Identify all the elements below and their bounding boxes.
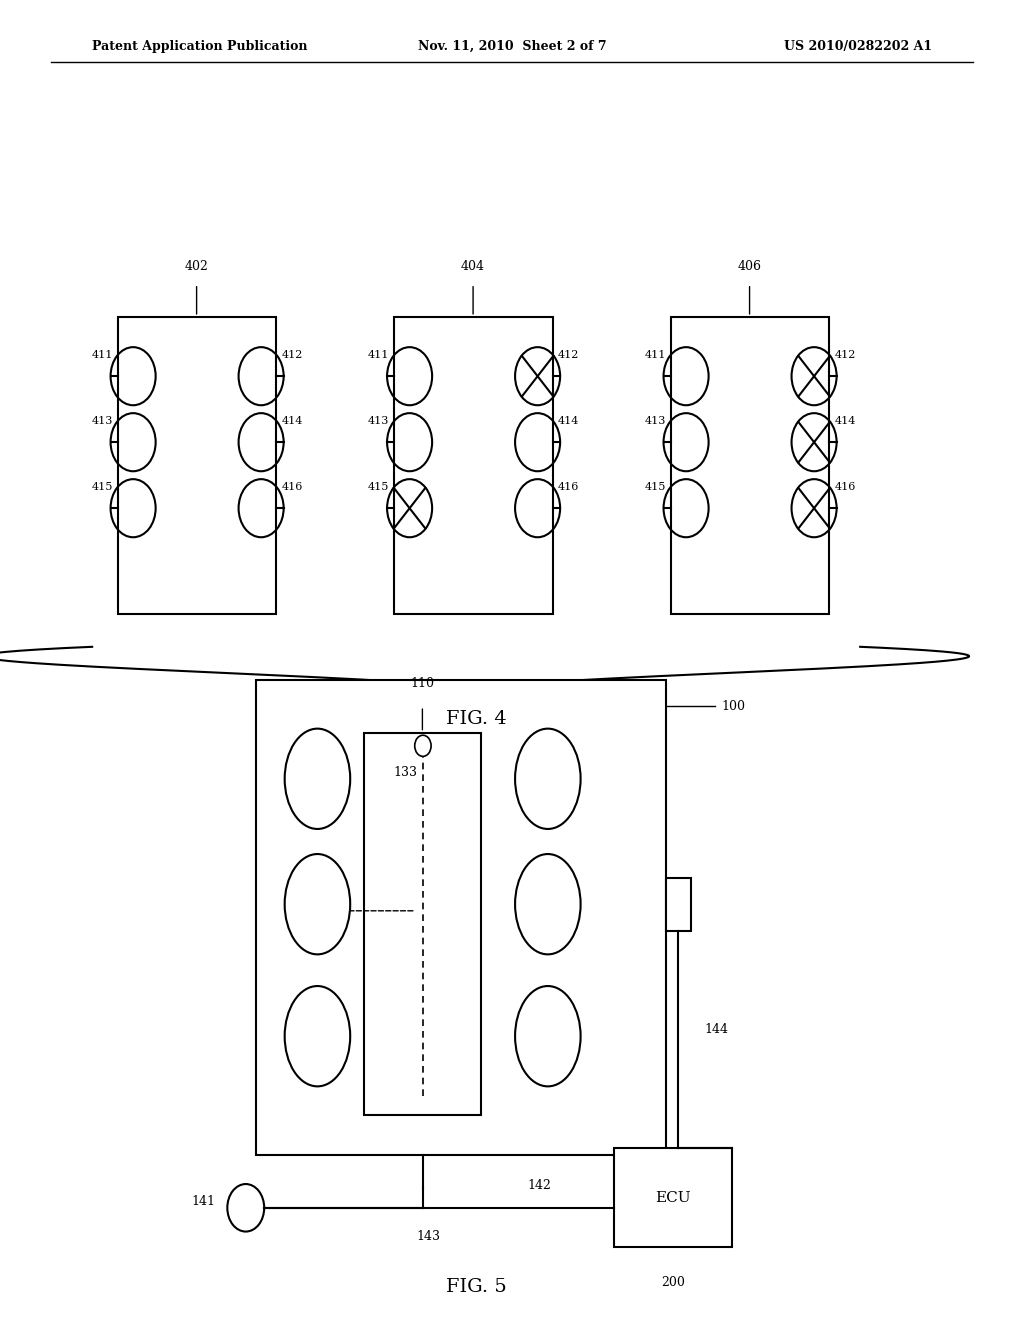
Text: 413: 413 bbox=[368, 416, 389, 426]
Ellipse shape bbox=[515, 986, 581, 1086]
Text: 110: 110 bbox=[411, 677, 434, 690]
Text: 404: 404 bbox=[461, 260, 485, 273]
Text: 415: 415 bbox=[91, 482, 113, 492]
Text: 416: 416 bbox=[835, 482, 856, 492]
FancyBboxPatch shape bbox=[394, 317, 553, 614]
Ellipse shape bbox=[285, 854, 350, 954]
Text: 415: 415 bbox=[644, 482, 666, 492]
Text: 411: 411 bbox=[368, 350, 389, 360]
Ellipse shape bbox=[285, 986, 350, 1086]
FancyBboxPatch shape bbox=[614, 1148, 732, 1247]
FancyBboxPatch shape bbox=[118, 317, 276, 614]
Text: 412: 412 bbox=[558, 350, 580, 360]
Text: 143: 143 bbox=[416, 1230, 440, 1243]
Text: 414: 414 bbox=[835, 416, 856, 426]
Text: 142: 142 bbox=[527, 1179, 551, 1192]
Text: FIG. 5: FIG. 5 bbox=[445, 1278, 507, 1296]
Text: 406: 406 bbox=[737, 260, 762, 273]
Text: ECU: ECU bbox=[655, 1191, 691, 1205]
Text: 411: 411 bbox=[644, 350, 666, 360]
Text: 133: 133 bbox=[394, 766, 418, 779]
Text: 416: 416 bbox=[558, 482, 580, 492]
Ellipse shape bbox=[515, 854, 581, 954]
Text: Nov. 11, 2010  Sheet 2 of 7: Nov. 11, 2010 Sheet 2 of 7 bbox=[418, 40, 606, 53]
Text: 402: 402 bbox=[184, 260, 209, 273]
Text: Patent Application Publication: Patent Application Publication bbox=[92, 40, 307, 53]
FancyBboxPatch shape bbox=[364, 733, 481, 1115]
Text: 412: 412 bbox=[282, 350, 303, 360]
Text: 141: 141 bbox=[191, 1195, 215, 1208]
Text: 412: 412 bbox=[835, 350, 856, 360]
Text: 414: 414 bbox=[558, 416, 580, 426]
Text: 415: 415 bbox=[368, 482, 389, 492]
Text: 200: 200 bbox=[662, 1276, 685, 1290]
Text: 100: 100 bbox=[722, 700, 745, 713]
Ellipse shape bbox=[515, 729, 581, 829]
Ellipse shape bbox=[285, 729, 350, 829]
Text: FIG. 4: FIG. 4 bbox=[445, 710, 507, 729]
FancyBboxPatch shape bbox=[256, 680, 666, 1155]
FancyBboxPatch shape bbox=[666, 878, 691, 931]
Text: 130: 130 bbox=[318, 898, 342, 911]
Text: 144: 144 bbox=[705, 1023, 728, 1036]
Circle shape bbox=[415, 735, 431, 756]
Text: 413: 413 bbox=[644, 416, 666, 426]
Text: 416: 416 bbox=[282, 482, 303, 492]
Text: 414: 414 bbox=[282, 416, 303, 426]
Text: 413: 413 bbox=[91, 416, 113, 426]
Text: US 2010/0282202 A1: US 2010/0282202 A1 bbox=[783, 40, 932, 53]
Text: 411: 411 bbox=[91, 350, 113, 360]
FancyBboxPatch shape bbox=[671, 317, 829, 614]
